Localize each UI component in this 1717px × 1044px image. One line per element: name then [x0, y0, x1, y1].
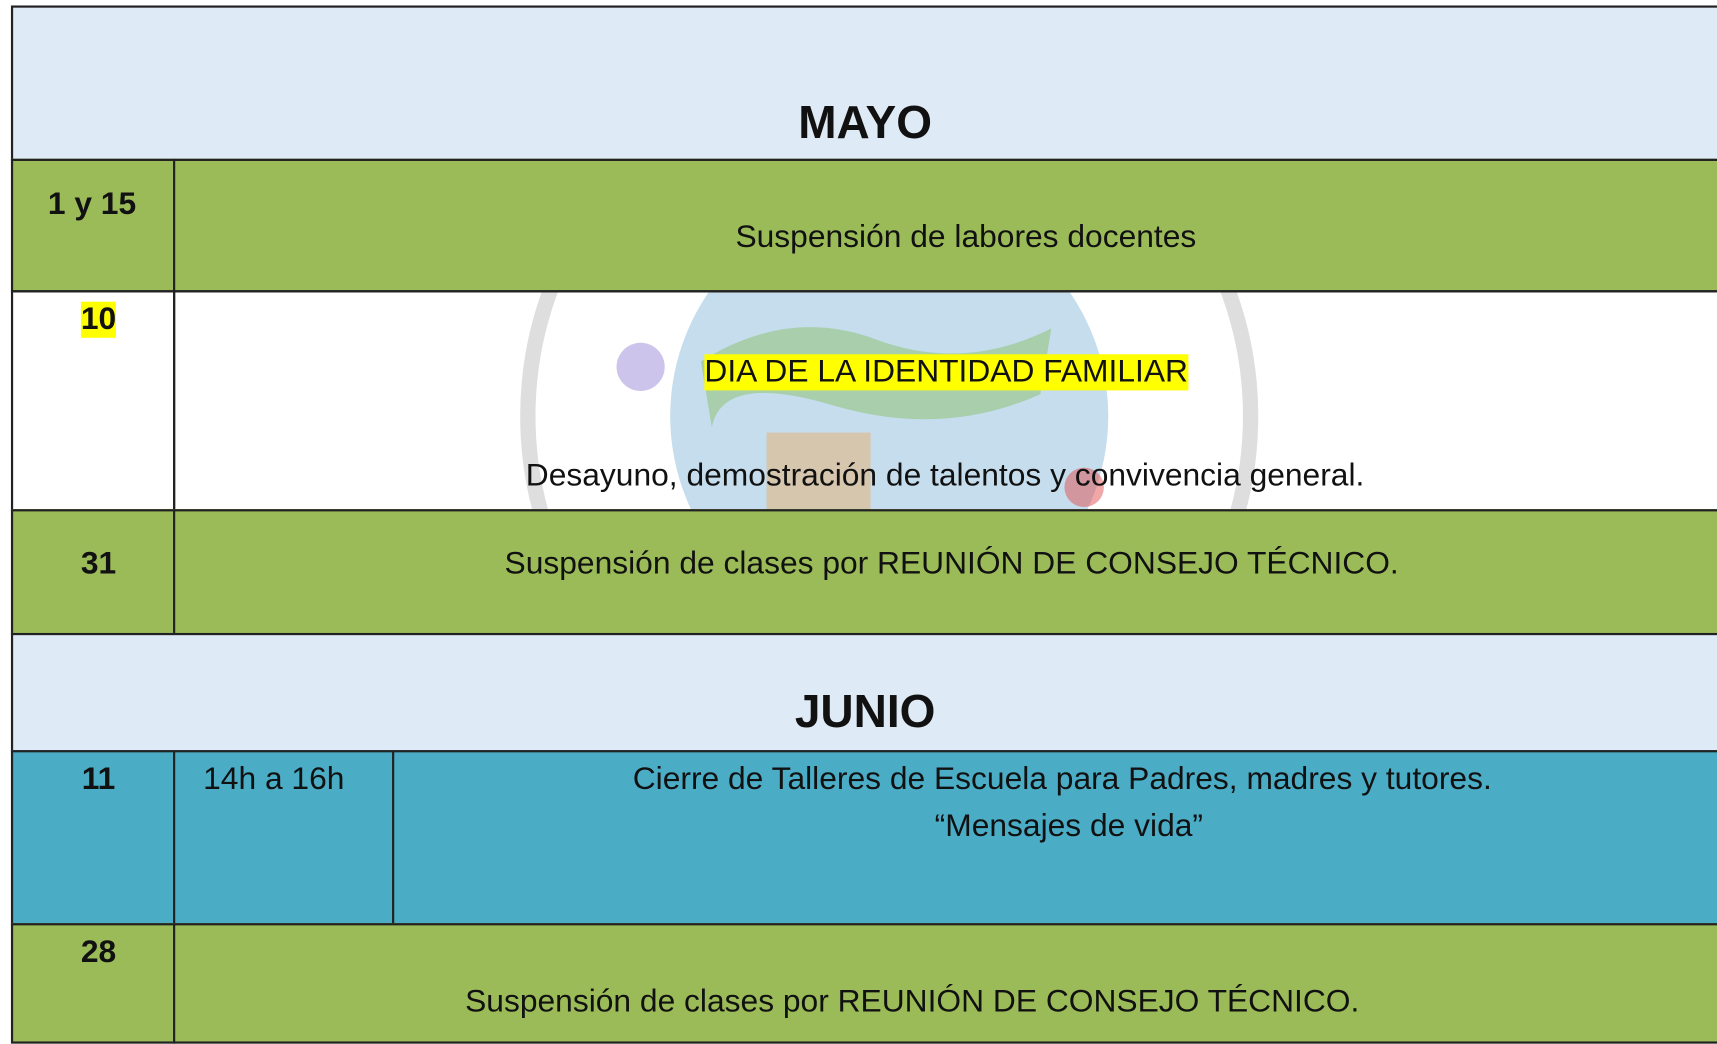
event-cell — [173, 509, 1717, 636]
event-text: Desayuno, demostración de talentos y con… — [525, 458, 1365, 494]
date: 1 y 15 — [47, 186, 137, 222]
event-subtitle: “Mensajes de vida” — [934, 808, 1203, 844]
month-title: MAYO — [798, 96, 933, 148]
event-text: Suspensión de clases por REUNIÓN DE CONS… — [504, 545, 1399, 581]
event-cell — [173, 158, 1717, 293]
date: 28 — [80, 934, 117, 970]
month-title: JUNIO — [794, 685, 936, 738]
event-text: Suspensión de labores docentes — [735, 219, 1197, 255]
date: 31 — [80, 545, 117, 581]
date-cell — [10, 158, 176, 293]
event-text: Suspensión de clases por REUNIÓN DE CONS… — [465, 983, 1360, 1019]
date: 11 — [81, 761, 116, 797]
event-title: DIA DE LA IDENTIDAD FAMILIAR — [704, 354, 1188, 391]
date: 10 — [80, 301, 117, 338]
event-text: Cierre de Talleres de Escuela para Padre… — [632, 761, 1492, 797]
time: 14h a 16h — [203, 761, 345, 797]
